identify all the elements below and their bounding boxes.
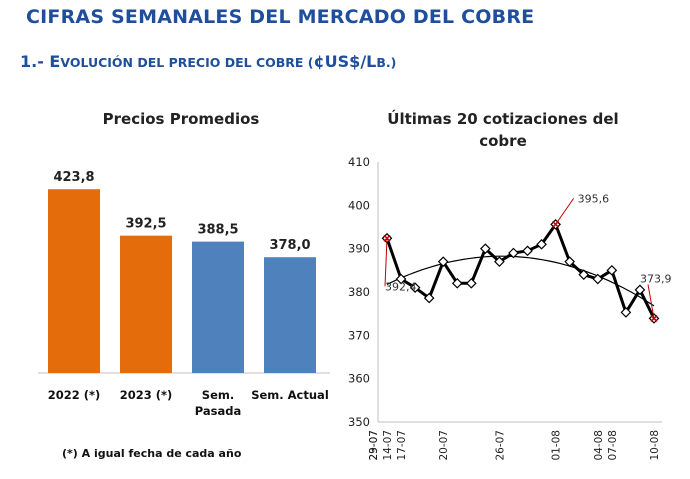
data-point [578, 269, 590, 281]
bar [264, 257, 316, 373]
bar-category-label: 2023 (*) [120, 388, 173, 402]
bar-value-label: 392,5 [125, 217, 166, 232]
annotation-marker [650, 314, 658, 322]
bar-value-label: 423,8 [53, 170, 94, 185]
bar-chart: Precios Promedios 423,8 2022 (*) 392,5 2023… [38, 110, 330, 460]
line-x-tick-label: 07-08 [607, 430, 619, 461]
annotation-leader [384, 238, 388, 287]
bar-category-label: 2022 (*) [48, 388, 101, 402]
line-y-tick-label: 400 [348, 198, 370, 212]
bar-category-label: Pasada [195, 404, 241, 418]
line-x-tick-label: 26-07 [494, 430, 506, 461]
line-y-tick-label: 390 [348, 242, 370, 256]
line-x-tick-label: 29-07 [368, 430, 380, 461]
data-point [480, 243, 491, 255]
section-title-text: VOLUCIÓN DEL PRECIO DEL COBRE (¢US$/LB.) [60, 52, 396, 71]
annotation-leader [555, 198, 575, 225]
line-chart-title: Últimas 20 cotizaciones del cobre [387, 109, 618, 150]
data-point [634, 284, 646, 296]
line-chart-title-line: Últimas 20 cotizaciones del [387, 109, 618, 128]
line-x-tick-label: 10-08 [649, 430, 661, 461]
line-y-tick-label: 370 [348, 328, 370, 342]
line-x-tick-label: 23-07 [368, 430, 380, 461]
line-chart-title-line: cobre [479, 132, 527, 150]
section-title-part: B.) [376, 55, 397, 70]
annotation-marker [552, 220, 560, 228]
bar-chart-footnote: (*) A igual fecha de cada año [62, 447, 242, 460]
data-point [465, 277, 477, 289]
data-point [606, 264, 618, 276]
data-point [437, 256, 449, 268]
data-point [494, 256, 505, 268]
data-point [508, 247, 519, 259]
bar-value-label: 388,5 [197, 223, 238, 238]
bar-chart-title: Precios Promedios [103, 110, 260, 128]
line-y-tick-label: 380 [348, 285, 370, 299]
line-y-tick-label: 360 [348, 372, 370, 386]
page-title: CIFRAS SEMANALES DEL MERCADO DEL COBRE [26, 6, 535, 28]
line-x-tick-label: 14-07 [382, 430, 394, 461]
annotation-label: 392,4 [385, 280, 417, 293]
bar-category-label: Sem. Actual [251, 388, 329, 402]
section-title: 1.- EVOLUCIÓN DEL PRECIO DEL COBRE (¢US$… [20, 52, 396, 71]
data-point [395, 273, 407, 285]
data-point [423, 292, 435, 304]
data-point [536, 238, 547, 250]
bar-value-label: 378,0 [269, 238, 310, 253]
line-x-tick-label: 01-08 [551, 430, 563, 461]
data-point [564, 256, 576, 268]
line-y-tick-label: 350 [348, 415, 370, 429]
annotation-label: 395,6 [578, 192, 610, 205]
bar [120, 235, 172, 373]
data-point [522, 245, 533, 257]
section-title-part: ¢US$/L [313, 52, 377, 71]
line-chart: Últimas 20 cotizaciones del cobre 350 360 3… [348, 109, 671, 461]
data-point [451, 277, 463, 289]
annotation-leader [647, 284, 655, 319]
line-y-tick-label: 410 [348, 155, 370, 169]
line-x-tick-label: 20-07 [438, 430, 450, 461]
line-x-tick-label: 17-07 [396, 430, 408, 461]
line-x-tick-label: 04-08 [593, 430, 605, 461]
bar-category-label: Sem. [202, 388, 234, 402]
trend-line [386, 255, 655, 307]
annotation-label: 373,9 [640, 272, 672, 285]
data-point [620, 307, 632, 318]
section-title-prefix: 1.- E [20, 52, 61, 71]
data-point [409, 282, 421, 294]
section-title-part: VOLUCIÓN DEL PRECIO DEL COBRE ( [60, 55, 314, 70]
annotation-marker [383, 234, 391, 242]
data-point [592, 273, 604, 285]
bar [192, 241, 244, 373]
bar [48, 189, 100, 373]
